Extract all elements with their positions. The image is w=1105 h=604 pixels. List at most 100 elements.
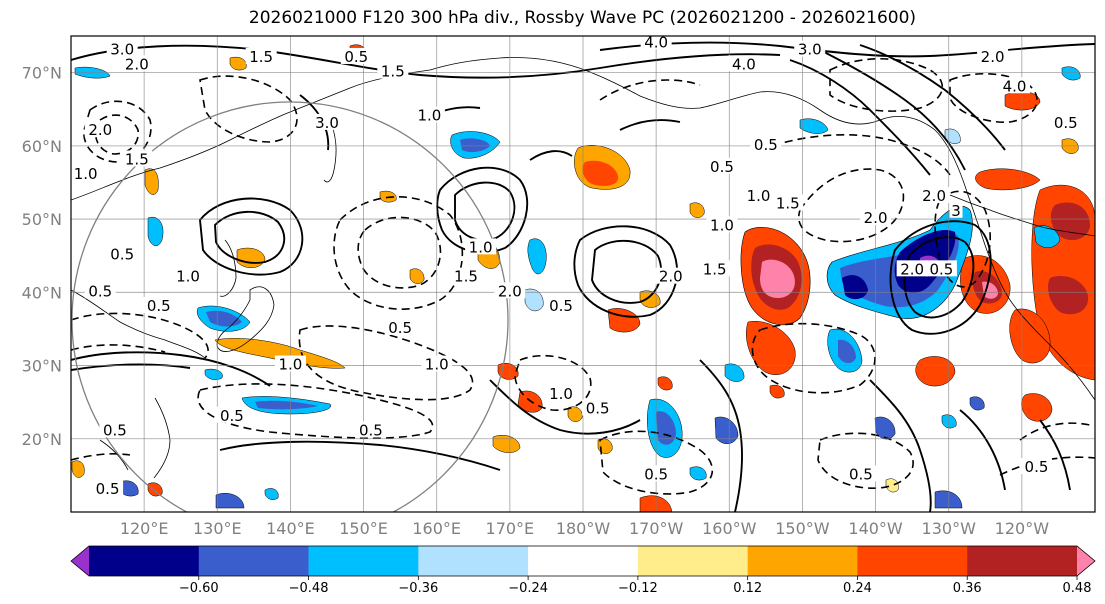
contour-label-bg [216, 406, 248, 423]
contour-label: 0.5 [586, 399, 610, 417]
lat-label: 70°N [22, 64, 62, 83]
contour-label: 4.0 [732, 55, 756, 73]
lon-label: 150°W [775, 519, 830, 538]
contour-label-bg [1020, 458, 1052, 475]
contour-label: 1.0 [747, 187, 771, 205]
contour-label-bg [465, 238, 497, 255]
lon-label: 120°W [995, 519, 1050, 538]
contour-label-bg [706, 216, 738, 233]
contour-label-bg [106, 245, 138, 262]
contour-labels: 3.02.0 1.5 0.51.53.0 1.02.01.51.04.0 3.04.0 2… [71, 33, 1082, 498]
contour-label: 0.5 [549, 297, 573, 315]
colorbar-segment [198, 546, 310, 576]
contour-label: 4.0 [1003, 77, 1027, 95]
contour-label: 1.0 [176, 268, 200, 286]
lon-label: 130°E [193, 519, 242, 538]
lon-label: 170°E [486, 519, 535, 538]
contour-label: 1.5 [454, 268, 478, 286]
contour-label-bg [245, 47, 277, 64]
colorbar-extend-min [71, 546, 89, 576]
lat-label: 60°N [22, 137, 62, 156]
contour-label-bg [772, 194, 804, 211]
contour-label-bg [274, 355, 306, 372]
latitude-labels: 70°N 60°N 50°N 40°N 30°N 20°N [22, 64, 62, 449]
contour-label: 0.5 [110, 246, 134, 264]
colorbar-tick-label: 0.36 [953, 581, 982, 596]
contour-label-bg [121, 55, 153, 72]
colorbar-segment [89, 546, 200, 576]
contour-label-bg [918, 187, 950, 204]
contour-label: 0.5 [1025, 458, 1049, 476]
contour-label: 2.0 [900, 260, 924, 278]
colorbar-segment [857, 546, 968, 576]
contour-label-bg [92, 480, 124, 497]
lat-label: 30°N [22, 357, 62, 376]
contour-label-bg [860, 209, 892, 226]
contour-label-bg [99, 421, 131, 438]
contour-label-bg [896, 260, 928, 277]
contour-label-bg [545, 384, 577, 401]
contour-label-bg [999, 77, 1031, 94]
coastlines [71, 57, 1095, 479]
contour-label-bg [582, 399, 614, 416]
contour-label-bg [84, 121, 116, 138]
contour-label: 1.5 [249, 48, 273, 66]
contour-label-bg [977, 47, 1009, 64]
gridlines [71, 36, 1095, 512]
contour-label: 0.5 [88, 282, 112, 300]
contour-label: 0.5 [220, 407, 244, 425]
contour-label: 0.5 [929, 260, 953, 278]
contour-label: 1.0 [469, 238, 493, 256]
contour-label: 0.5 [359, 421, 383, 439]
lon-label: 180°W [556, 519, 611, 538]
contour-label-bg [794, 40, 826, 57]
contour-label: 1.0 [549, 385, 573, 403]
contour-label-bg [421, 355, 453, 372]
contour-label: 0.5 [710, 158, 734, 176]
contour-label-bg [71, 165, 102, 182]
contour-label-bg [121, 150, 153, 167]
colorbar-tick-label: −0.60 [179, 581, 219, 596]
contour-label-bg [311, 113, 343, 130]
lon-label: 160°E [412, 519, 461, 538]
contour-label-bg [355, 421, 387, 438]
colorbar-tick-label: −0.48 [289, 581, 329, 596]
contour-label: 1.5 [125, 150, 149, 168]
contour-label: 3 [951, 202, 961, 220]
lon-label: 160°W [702, 519, 757, 538]
contour-label: 1.0 [74, 165, 98, 183]
contour-label: 0.5 [849, 465, 873, 483]
contour-label-bg [84, 282, 116, 299]
lon-label: 130°W [922, 519, 977, 538]
contour-label: 3.0 [798, 41, 822, 59]
contour-label: 1.0 [278, 356, 302, 374]
contour-label-bg [377, 62, 409, 79]
colorbar-tick-label: 0.48 [1063, 581, 1092, 596]
contour-label: 0.5 [644, 465, 668, 483]
colorbar-segment [747, 546, 858, 576]
contour-label: 0.5 [754, 136, 778, 154]
colorbar-tick-label: 0.24 [843, 581, 872, 596]
contour-label-bg [925, 260, 957, 277]
contour-label: 2.0 [125, 55, 149, 73]
contour-label-bg [655, 267, 687, 284]
contour-label: 2.0 [922, 187, 946, 205]
contour-label: 0.5 [103, 421, 127, 439]
colorbar-segment [528, 546, 639, 576]
colorbar-segment [308, 546, 419, 576]
colorbar-tick-label: 0.12 [733, 581, 762, 596]
colorbar-extend-max [1077, 546, 1095, 576]
map-title: 2026021000 F120 300 hPa div., Rossby Wav… [248, 8, 917, 28]
contour-label-bg [545, 296, 577, 313]
contour-label: 0.5 [147, 297, 171, 315]
lon-label: 140°W [848, 519, 903, 538]
colorbar-tick-label: −0.24 [508, 581, 548, 596]
longitude-labels: 120°E 130°E 140°E 150°E 160°E 170°E 180°W 170°W… [120, 519, 1049, 538]
contour-label: 2.0 [864, 209, 888, 227]
contour-label: 3.0 [315, 114, 339, 132]
contour-label-bg [728, 55, 760, 72]
contour-label: 4.0 [644, 33, 668, 51]
colorbar-outline [70, 545, 1096, 577]
lat-label: 20°N [22, 430, 62, 449]
